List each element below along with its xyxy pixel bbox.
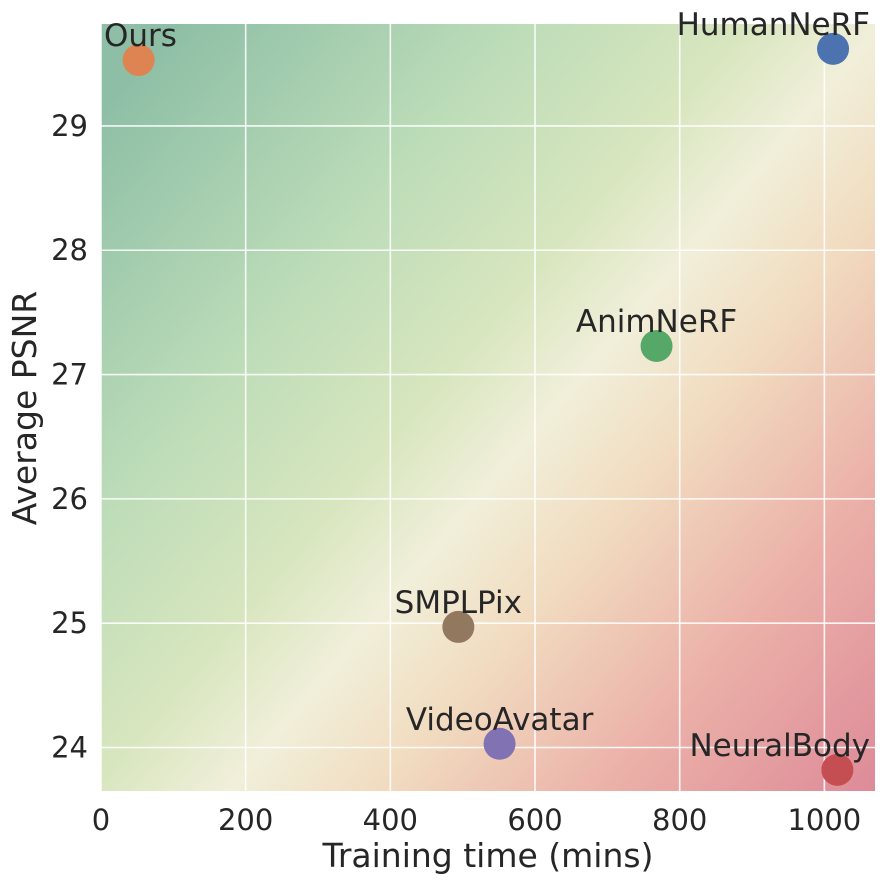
point-label: AnimNeRF bbox=[576, 304, 737, 340]
y-tick-label: 27 bbox=[51, 358, 88, 392]
y-tick-label: 29 bbox=[51, 109, 88, 143]
x-tick-label: 800 bbox=[652, 803, 707, 837]
x-tick-labels: 0 200 400 600 800 1000 bbox=[92, 803, 861, 837]
plot-background bbox=[101, 24, 875, 791]
x-axis-title: Training time (mins) bbox=[322, 836, 654, 875]
y-tick-label: 26 bbox=[51, 482, 88, 516]
x-tick-label: 200 bbox=[218, 803, 273, 837]
scatter-point bbox=[483, 727, 516, 760]
scatter-point bbox=[442, 610, 475, 643]
y-tick-label: 25 bbox=[51, 606, 88, 640]
scatter-point bbox=[640, 329, 673, 362]
data-points bbox=[122, 32, 854, 786]
point-labels: Ours HumanNeRF AnimNeRF SMPLPix VideoAvatar N… bbox=[104, 7, 870, 764]
point-label: VideoAvatar bbox=[406, 702, 594, 738]
y-tick-labels: 24 25 26 27 28 29 bbox=[51, 109, 88, 765]
y-axis-title: Average PSNR bbox=[5, 291, 44, 525]
x-tick-label: 600 bbox=[507, 803, 562, 837]
scatter-point bbox=[122, 44, 155, 77]
point-label: Ours bbox=[104, 18, 177, 54]
point-label: HumanNeRF bbox=[677, 7, 870, 43]
x-tick-label: 400 bbox=[363, 803, 418, 837]
y-tick-label: 24 bbox=[51, 730, 88, 764]
scatter-point bbox=[817, 32, 850, 65]
y-tick-label: 28 bbox=[51, 233, 88, 267]
x-tick-label: 0 bbox=[92, 803, 110, 837]
scatter-point bbox=[821, 753, 854, 786]
x-tick-label: 1000 bbox=[787, 803, 861, 837]
point-label: NeuralBody bbox=[689, 728, 870, 764]
point-label: SMPLPix bbox=[395, 585, 522, 621]
